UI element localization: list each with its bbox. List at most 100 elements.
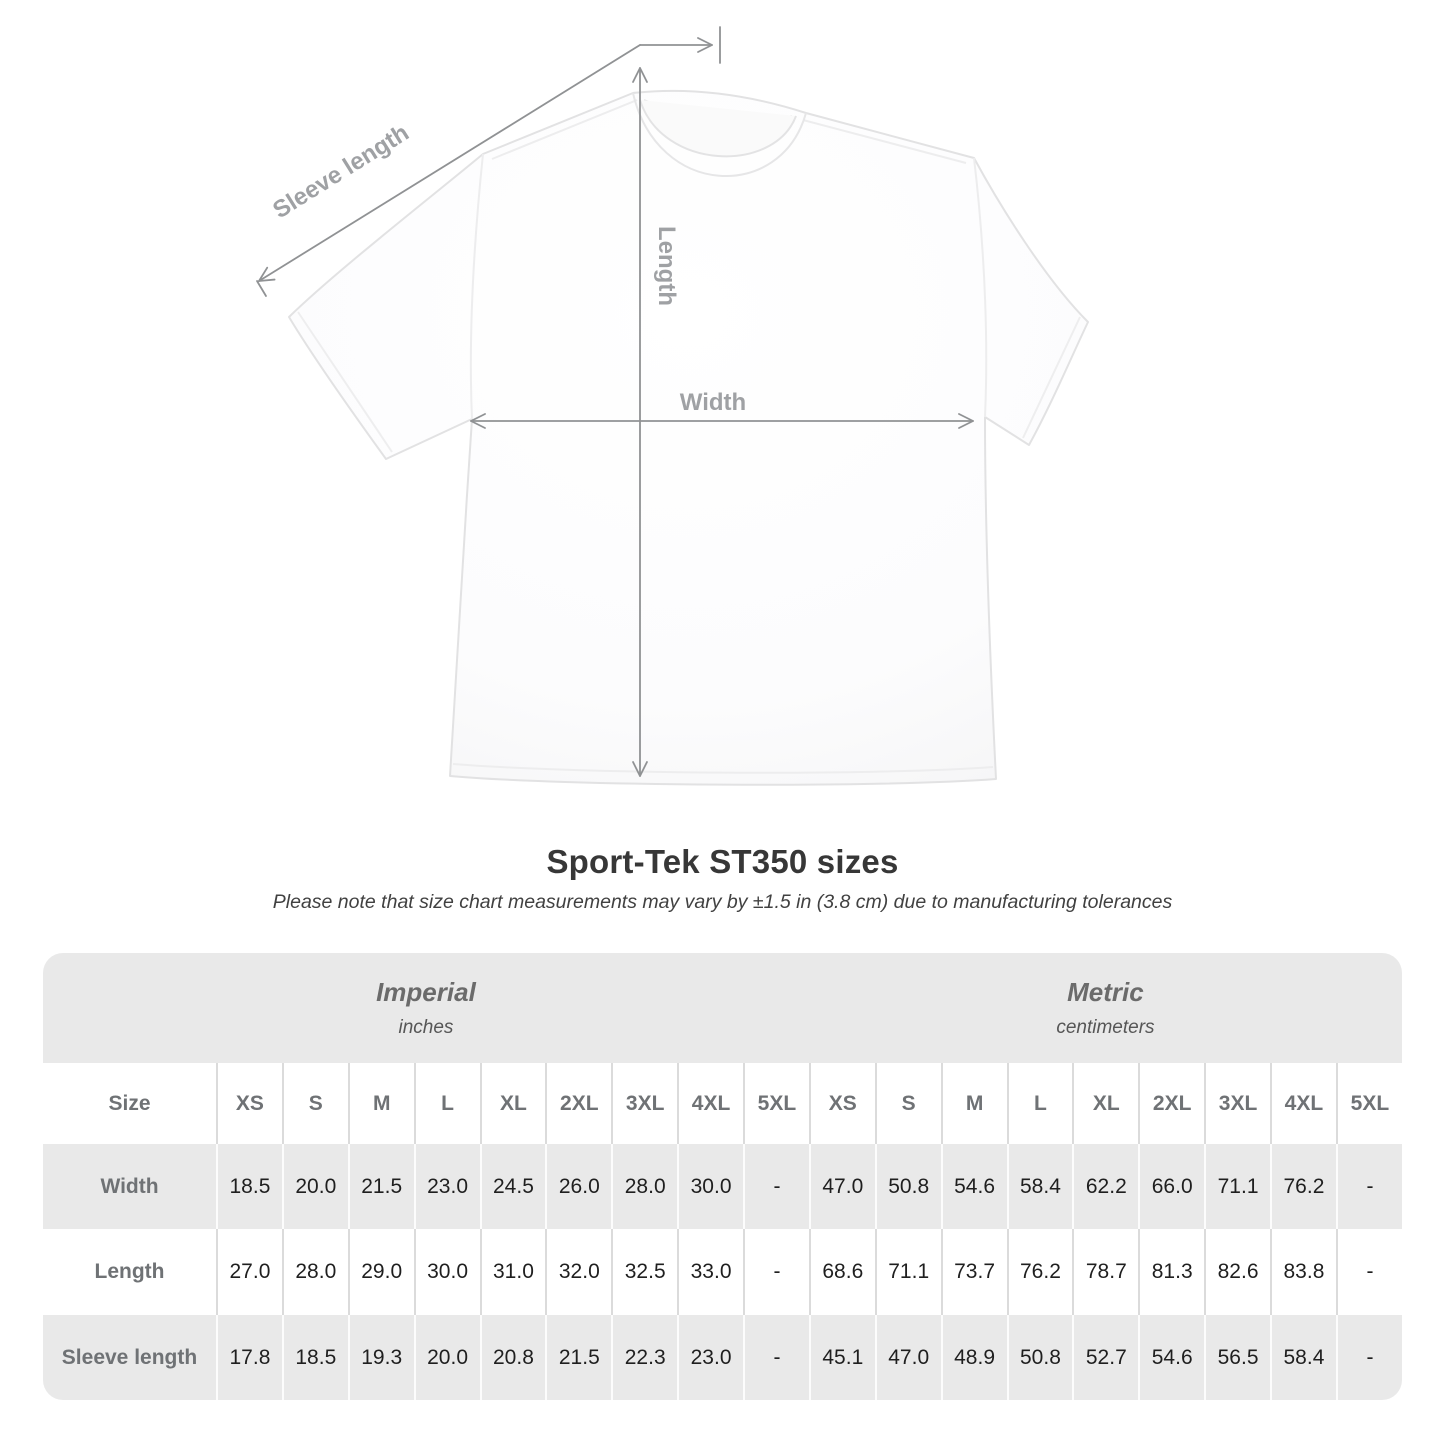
- cell: 56.5: [1204, 1315, 1270, 1400]
- cell: 50.8: [874, 1144, 941, 1229]
- metric-sublabel: centimeters: [1056, 1017, 1155, 1038]
- size-col-metric: 3XL: [1204, 1063, 1270, 1144]
- cell: 30.0: [413, 1229, 480, 1315]
- cell: 27.0: [216, 1229, 282, 1315]
- width-label: Width: [680, 389, 746, 416]
- length-label: Length: [653, 226, 680, 306]
- size-col-metric: 4XL: [1270, 1063, 1336, 1144]
- table-row-sleeve-length: Sleeve length 17.8 18.5 19.3 20.0 20.8 2…: [43, 1315, 1402, 1400]
- metric-label: Metric: [1067, 977, 1144, 1007]
- size-col-metric: XS: [808, 1063, 875, 1144]
- cell: 50.8: [1006, 1315, 1073, 1400]
- left-sleeve-seam: [469, 153, 484, 420]
- cell: 54.6: [1138, 1315, 1205, 1400]
- cell: 78.7: [1072, 1229, 1139, 1315]
- cell: 18.5: [281, 1315, 348, 1400]
- cell: 83.8: [1270, 1229, 1336, 1315]
- row-label-width: Width: [43, 1144, 216, 1229]
- cell: 47.0: [808, 1144, 875, 1229]
- size-header: Size: [43, 1063, 216, 1144]
- cell: 23.0: [413, 1144, 480, 1229]
- size-col-metric: 5XL: [1335, 1063, 1402, 1144]
- collar-inner-edge: [639, 99, 797, 158]
- imperial-group-header: Imperial inches: [43, 953, 809, 1063]
- cell: 68.6: [808, 1229, 875, 1315]
- size-col-metric: XL: [1072, 1063, 1139, 1144]
- size-header-row: Size XS S M L XL 2XL 3XL 4XL 5XL XS S M …: [43, 1063, 1402, 1144]
- cell: 66.0: [1138, 1144, 1205, 1229]
- size-col-metric: M: [940, 1063, 1007, 1144]
- cell: 19.3: [347, 1315, 414, 1400]
- cell: 71.1: [1204, 1144, 1270, 1229]
- sleeve-tip-tick: [256, 280, 267, 297]
- right-shoulder-stitch: [802, 119, 967, 164]
- cell: 20.0: [281, 1144, 348, 1229]
- cell: 45.1: [808, 1315, 875, 1400]
- unit-group-row: Imperial inches Metric centimeters: [43, 953, 1402, 1063]
- cell: 20.8: [479, 1315, 546, 1400]
- left-shoulder-stitch: [491, 99, 638, 160]
- cell: 21.5: [347, 1144, 414, 1229]
- size-col-imperial: 4XL: [677, 1063, 743, 1144]
- measurement-arrows: [256, 26, 974, 777]
- size-col-imperial: L: [413, 1063, 480, 1144]
- cell: 73.7: [940, 1229, 1007, 1315]
- table-row-width: Width 18.5 20.0 21.5 23.0 24.5 26.0 28.0…: [43, 1144, 1402, 1229]
- cell: 76.2: [1006, 1229, 1073, 1315]
- cell: 28.0: [281, 1229, 348, 1315]
- cell: 28.0: [611, 1144, 678, 1229]
- tshirt-diagram: Sleeve length Length Width: [256, 26, 1089, 786]
- cell: -: [1335, 1229, 1402, 1315]
- tshirt-body: [288, 89, 1089, 786]
- sleeve-length-label: Sleeve length: [268, 119, 414, 224]
- cell: 54.6: [940, 1144, 1007, 1229]
- cell: 48.9: [940, 1315, 1007, 1400]
- size-col-metric: L: [1006, 1063, 1073, 1144]
- cell: 47.0: [874, 1315, 941, 1400]
- size-col-metric: S: [874, 1063, 941, 1144]
- cell: 82.6: [1204, 1229, 1270, 1315]
- cell: 32.5: [611, 1229, 678, 1315]
- row-label-length: Length: [43, 1229, 216, 1315]
- hem-stitch: [452, 763, 994, 774]
- cell: 21.5: [545, 1315, 612, 1400]
- cell: -: [743, 1229, 809, 1315]
- cell: 20.0: [413, 1315, 480, 1400]
- page-subtitle: Please note that size chart measurements…: [272, 891, 1173, 913]
- cell: 62.2: [1072, 1144, 1139, 1229]
- size-col-imperial: XS: [216, 1063, 282, 1144]
- metric-group-header: Metric centimeters: [808, 953, 1402, 1063]
- cell: -: [743, 1144, 809, 1229]
- cell: 30.0: [677, 1144, 743, 1229]
- cell: 33.0: [677, 1229, 743, 1315]
- cell: 23.0: [677, 1315, 743, 1400]
- cell: 58.4: [1006, 1144, 1073, 1229]
- size-col-imperial: 5XL: [743, 1063, 809, 1144]
- size-col-imperial: 3XL: [611, 1063, 678, 1144]
- left-cuff-stitch: [297, 311, 393, 453]
- size-col-metric: 2XL: [1138, 1063, 1205, 1144]
- cell: 26.0: [545, 1144, 612, 1229]
- sleeve-length-arrow: [256, 26, 721, 297]
- table-row-length: Length 27.0 28.0 29.0 30.0 31.0 32.0 32.…: [43, 1229, 1402, 1315]
- right-sleeve-seam: [973, 157, 988, 418]
- cell: -: [743, 1315, 809, 1400]
- cell: 18.5: [216, 1144, 282, 1229]
- cell: 24.5: [479, 1144, 546, 1229]
- size-chart-table: Imperial inches Metric centimeters Size …: [43, 953, 1402, 1400]
- cell: 22.3: [611, 1315, 678, 1400]
- imperial-label: Imperial: [376, 977, 476, 1007]
- cell: 32.0: [545, 1229, 612, 1315]
- right-cuff-stitch: [1022, 316, 1081, 439]
- page-title: Sport-Tek ST350 sizes: [546, 843, 899, 880]
- cell: 31.0: [479, 1229, 546, 1315]
- cell: 58.4: [1270, 1315, 1336, 1400]
- cell: 29.0: [347, 1229, 414, 1315]
- row-label-sleeve-length: Sleeve length: [43, 1315, 216, 1400]
- cell: 81.3: [1138, 1229, 1205, 1315]
- imperial-sublabel: inches: [398, 1017, 454, 1038]
- cell: -: [1335, 1315, 1402, 1400]
- cell: 76.2: [1270, 1144, 1336, 1229]
- cell: 17.8: [216, 1315, 282, 1400]
